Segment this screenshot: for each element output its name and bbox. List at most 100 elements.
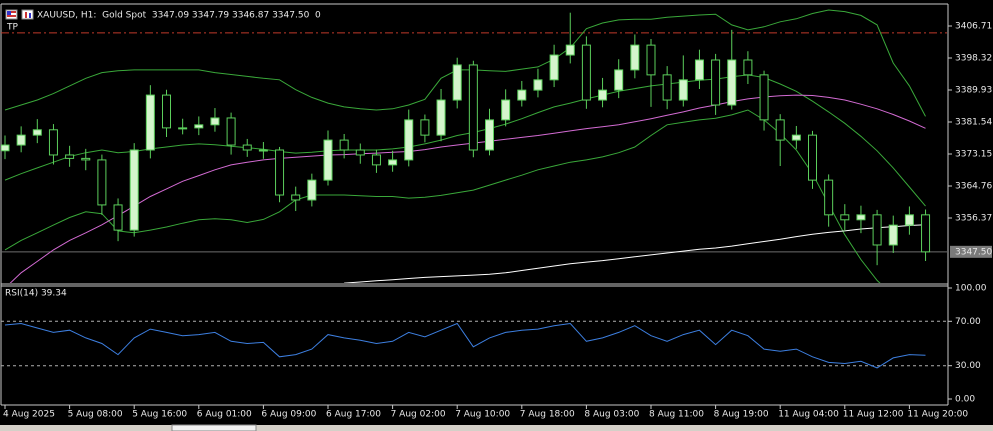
flag-canton [7, 11, 11, 15]
candle-body [258, 149, 268, 152]
candle-body [129, 149, 139, 231]
candle-body [371, 154, 381, 166]
candle-body [485, 119, 494, 151]
candle-body [113, 204, 123, 231]
indicator-title: RSI(14) 39.34 [5, 289, 67, 299]
candle-body [1, 144, 10, 152]
x-tick-label: 6 Aug 09:00 [261, 410, 316, 420]
x-tick-label: 11 Aug 20:00 [907, 410, 968, 420]
x-tick-label: 8 Aug 03:00 [584, 410, 639, 420]
y-tick-label: 100.00 [955, 284, 987, 294]
tab-strip [0, 425, 993, 431]
y-tick-label: 3364.76 [955, 182, 992, 192]
y-tick-label: 3381.54 [955, 118, 992, 128]
chart-icon-bar [25, 12, 27, 18]
candle-body [904, 214, 914, 226]
x-tick-label: 7 Aug 02:00 [391, 410, 446, 420]
candle-body [32, 129, 42, 136]
x-tick-label: 6 Aug 01:00 [197, 410, 252, 420]
chart-title: XAUUSD, H1: Gold Spot 3347.09 3347.79 33… [37, 11, 321, 21]
y-tick-label: 3406.71 [955, 22, 992, 32]
price-panel [1, 9, 947, 283]
indicator-line [344, 224, 926, 283]
candle-body [598, 89, 608, 101]
level-label: TP [6, 23, 18, 33]
candle-body [355, 149, 365, 156]
flag-stripe [7, 15, 16, 17]
candle-body [711, 59, 721, 106]
candle-body [872, 214, 882, 246]
indicator-line [9, 94, 926, 283]
flag-icon [5, 9, 18, 20]
candle-body [808, 134, 817, 181]
candle-body [178, 127, 188, 130]
candle-body [210, 117, 220, 126]
candle-body [468, 64, 478, 151]
candle-body [581, 44, 591, 101]
candle-body [436, 99, 446, 136]
last-price-label: 3347.50 [955, 247, 992, 257]
y-tick-label: 3373.15 [955, 150, 992, 160]
last-price-box [950, 245, 992, 258]
flag-stripe [7, 11, 16, 13]
candle-body [856, 214, 866, 221]
candle-body [388, 159, 398, 166]
candle-body [145, 94, 155, 151]
y-tick-label: 30.00 [955, 361, 981, 371]
candle-body [791, 134, 801, 141]
y-tick-label: 70.00 [955, 317, 981, 327]
candle-body [501, 99, 511, 121]
candle-body [226, 117, 236, 146]
candle-body [517, 89, 527, 101]
candle-body [775, 119, 785, 141]
y-tick-label: 3356.37 [955, 214, 992, 224]
indicator-line [4, 109, 881, 283]
indicator-line [4, 322, 926, 369]
axes: 3406.71 3398.32 3389.93 3381.54 3373.15 3364.… [3, 22, 992, 420]
candle-body [307, 179, 317, 201]
candle-body [65, 154, 75, 159]
symbol-icons [5, 9, 34, 20]
candle-body [533, 79, 543, 91]
candle-body [420, 119, 430, 136]
candle-body [646, 44, 656, 76]
candle-body [662, 74, 672, 101]
rsi-panel [1, 320, 947, 369]
chart-icon [21, 9, 34, 20]
candle-body [339, 139, 349, 151]
candle-body [759, 74, 769, 121]
candle-body [194, 124, 204, 129]
x-tick-label: 8 Aug 11:00 [649, 410, 704, 420]
x-tick-label: 5 Aug 08:00 [68, 410, 123, 420]
x-tick-label: 11 Aug 04:00 [778, 410, 839, 420]
indicator-line [4, 9, 926, 117]
candle-body [242, 144, 252, 151]
candle-body [275, 149, 285, 196]
tab[interactable] [171, 424, 257, 431]
candle-body [162, 94, 171, 129]
x-tick-label: 8 Aug 19:00 [714, 410, 769, 420]
candle-body [678, 79, 688, 101]
x-tick-label: 5 Aug 16:00 [132, 410, 187, 420]
x-tick-label: 4 Aug 2025 [3, 410, 55, 420]
y-tick-label: 0.00 [955, 395, 975, 405]
indicator-line [4, 74, 926, 207]
candle-body [323, 139, 333, 181]
candle-body [48, 129, 58, 156]
candle-body [404, 119, 414, 161]
candle-body [921, 214, 931, 253]
candle-body [614, 69, 624, 91]
chart-icon-bar [29, 13, 31, 18]
y-tick-label: 3389.93 [955, 86, 992, 96]
x-tick-label: 11 Aug 12:00 [843, 410, 904, 420]
x-tick-label: 7 Aug 18:00 [520, 410, 575, 420]
y-tick-label: 3398.32 [955, 54, 992, 64]
candle-body [840, 214, 850, 221]
x-tick-label: 7 Aug 10:00 [455, 410, 510, 420]
candle-body [888, 224, 898, 246]
candle-body [16, 134, 26, 146]
candle-body [549, 54, 559, 81]
